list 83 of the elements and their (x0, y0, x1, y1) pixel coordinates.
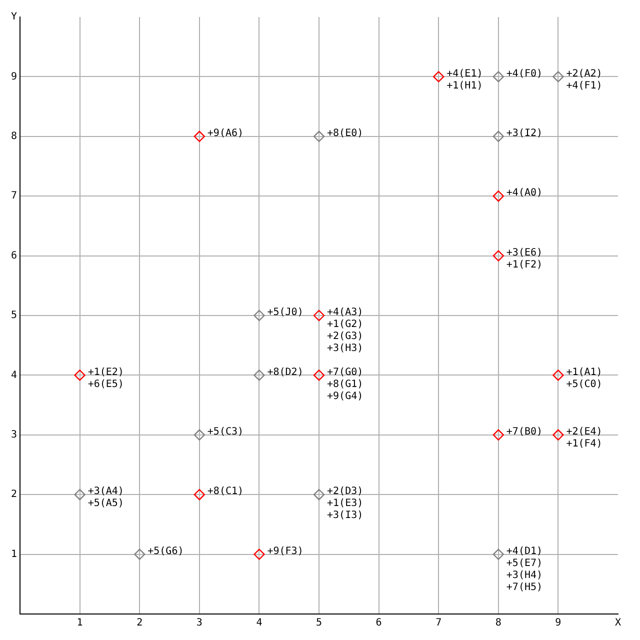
x-tick-label: 3 (196, 618, 202, 629)
annotation: +1(A1) (566, 366, 602, 378)
y-tick-label: 4 (10, 370, 18, 381)
point (492, 130, 504, 142)
annotation: +4(F0) (506, 68, 543, 80)
x-tick-label: 4 (256, 618, 262, 629)
annotation: +8(D2) (267, 366, 304, 378)
x-tick-label: 5 (316, 618, 322, 629)
annotation: +8(C1) (207, 486, 244, 498)
y-tick-label: Y (10, 12, 18, 23)
y-tick-label: 3 (10, 429, 18, 440)
annotation: +7(H5) (506, 582, 543, 593)
annotation: +3(I3) (327, 510, 364, 522)
point (492, 190, 504, 202)
y-tick-label: 7 (10, 190, 18, 202)
annotation: +3(I2) (506, 128, 543, 139)
point (74, 370, 86, 381)
annotation: +2(E4) (566, 426, 602, 438)
annotation: +5(G6) (148, 546, 184, 557)
annotation: +1(F4) (566, 438, 602, 450)
point (313, 489, 325, 500)
x-tick-label: 8 (495, 618, 502, 629)
point (313, 370, 325, 381)
point (254, 548, 265, 560)
annotation: +9(A6) (207, 128, 244, 139)
y-tick-label: 6 (10, 250, 18, 262)
annotation: +5(C3) (207, 426, 244, 438)
annotation: +4(D1) (506, 546, 543, 557)
annotation: +9(F3) (267, 546, 304, 557)
x-tick-label: 7 (436, 618, 442, 629)
point (254, 310, 265, 322)
annotation: +7(B0) (506, 426, 543, 438)
x-tick-label: X (614, 618, 622, 629)
x-tick-label: 9 (555, 618, 562, 629)
annotation: +5(A5) (88, 498, 124, 510)
annotation: +3(H3) (327, 343, 364, 354)
annotation: +3(E6) (506, 247, 543, 258)
point (194, 489, 206, 500)
x-tick-label: 6 (376, 618, 382, 629)
point (194, 130, 206, 142)
annotation: +6(E5) (88, 378, 124, 390)
annotation: +5(E7) (506, 558, 543, 569)
annotation: +1(F2) (506, 259, 543, 270)
annotation: +2(G3) (327, 331, 364, 342)
annotation: +3(A4) (88, 486, 124, 498)
point (492, 548, 504, 560)
annotation: +1(E3) (327, 498, 364, 510)
point (74, 489, 86, 500)
point (552, 429, 564, 440)
annotation: +1(G2) (327, 319, 364, 330)
annotation: +5(J0) (267, 307, 304, 318)
annotation: +1(H1) (446, 80, 483, 92)
annotation: +9(G4) (327, 390, 364, 402)
x-tick-label: 2 (136, 618, 143, 629)
point (194, 429, 206, 440)
point (254, 370, 265, 381)
annotation: +3(H4) (506, 570, 543, 581)
annotation: +5(C0) (566, 378, 602, 390)
y-tick-label: 1 (10, 548, 18, 560)
annotation: +2(D3) (327, 486, 364, 498)
point (433, 71, 444, 82)
x-tick-label: 1 (76, 618, 83, 629)
y-tick-label: 9 (10, 71, 18, 82)
point (552, 71, 564, 82)
point (313, 310, 325, 322)
point (492, 429, 504, 440)
annotation: +4(A0) (506, 188, 543, 199)
annotation: +8(G1) (327, 378, 364, 390)
y-tick-label: 5 (10, 310, 18, 322)
annotation: +8(E0) (327, 128, 364, 139)
point (134, 548, 146, 560)
annotation: +4(F1) (566, 80, 602, 92)
point (492, 71, 504, 82)
annotation: +4(E1) (446, 68, 483, 80)
point (492, 250, 504, 262)
y-tick-label: 8 (10, 130, 18, 142)
point (313, 130, 325, 142)
point (552, 370, 564, 381)
y-tick-label: 2 (10, 489, 18, 500)
annotation: +2(A2) (566, 68, 602, 80)
annotation: +4(A3) (327, 307, 364, 318)
annotation: +7(G0) (327, 366, 364, 378)
annotation: +1(E2) (88, 366, 124, 378)
